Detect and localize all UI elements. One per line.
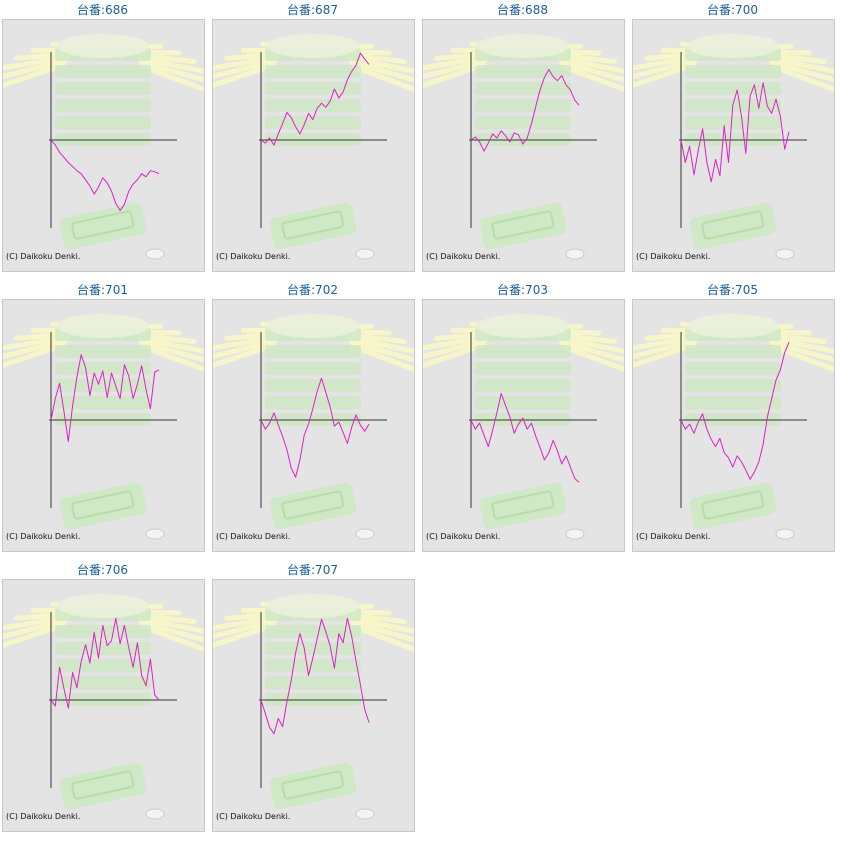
line-chart [213,20,414,271]
chart-panel: (C) Daikoku Denki. [212,579,415,832]
line-chart [423,300,624,551]
copyright-text: (C) Daikoku Denki. [216,532,291,541]
series-line [260,617,370,735]
chart-panel: (C) Daikoku Denki. [212,299,415,552]
series-line [470,392,580,483]
chart-panel: (C) Daikoku Denki. [632,299,835,552]
series-line [50,617,160,709]
chart-cell: 台番:705 (C) Daikoku Denki. [630,280,835,552]
machine-number-title[interactable]: 台番:688 [497,3,548,17]
line-chart [3,580,204,831]
machine-number-title[interactable]: 台番:706 [77,563,128,577]
copyright-text: (C) Daikoku Denki. [6,812,81,821]
series-line [50,139,160,211]
background-illustration [633,34,834,260]
chart-panel: (C) Daikoku Denki. [2,299,205,552]
chart-cell: 台番:706 (C) Daikoku Denki. [0,560,205,832]
background-illustration [3,594,204,820]
copyright-text: (C) Daikoku Denki. [636,252,711,261]
copyright-text: (C) Daikoku Denki. [636,532,711,541]
line-chart [3,20,204,271]
machine-number-title[interactable]: 台番:703 [497,283,548,297]
chart-panel: (C) Daikoku Denki. [2,579,205,832]
machine-number-title[interactable]: 台番:702 [287,283,338,297]
copyright-text: (C) Daikoku Denki. [426,532,501,541]
chart-panel: (C) Daikoku Denki. [212,19,415,272]
chart-panel: (C) Daikoku Denki. [2,19,205,272]
background-illustration [213,34,414,260]
series-line [50,354,160,442]
chart-cell: 台番:688 (C) Daikoku Denki. [420,0,625,272]
series-line [260,52,370,146]
line-chart [633,300,834,551]
machine-number-title[interactable]: 台番:707 [287,563,338,577]
machine-number-title[interactable]: 台番:705 [707,283,758,297]
line-chart [213,300,414,551]
series-line [260,377,370,478]
copyright-text: (C) Daikoku Denki. [6,532,81,541]
series-line [470,69,580,152]
machine-number-title[interactable]: 台番:701 [77,283,128,297]
machine-number-title[interactable]: 台番:700 [707,3,758,17]
background-illustration [213,594,414,820]
copyright-text: (C) Daikoku Denki. [426,252,501,261]
line-chart [213,580,414,831]
chart-panel: (C) Daikoku Denki. [422,299,625,552]
machine-number-title[interactable]: 台番:687 [287,3,338,17]
chart-cell: 台番:687 (C) Daikoku Denki. [210,0,415,272]
background-illustration [3,34,204,260]
copyright-text: (C) Daikoku Denki. [6,252,81,261]
line-chart [423,20,624,271]
copyright-text: (C) Daikoku Denki. [216,812,291,821]
chart-cell: 台番:707 (C) Daikoku Denki. [210,560,415,832]
chart-panel: (C) Daikoku Denki. [422,19,625,272]
chart-cell: 台番:702 (C) Daikoku Denki. [210,280,415,552]
background-illustration [633,314,834,540]
line-chart [633,20,834,271]
chart-cell: 台番:686 (C) Daikoku Denki. [0,0,205,272]
machine-number-title[interactable]: 台番:686 [77,3,128,17]
background-illustration [213,314,414,540]
chart-panel: (C) Daikoku Denki. [632,19,835,272]
copyright-text: (C) Daikoku Denki. [216,252,291,261]
series-line [680,342,790,480]
chart-cell: 台番:701 (C) Daikoku Denki. [0,280,205,552]
chart-cell: 台番:700 (C) Daikoku Denki. [630,0,835,272]
series-line [680,82,790,183]
line-chart [3,300,204,551]
chart-cell: 台番:703 (C) Daikoku Denki. [420,280,625,552]
